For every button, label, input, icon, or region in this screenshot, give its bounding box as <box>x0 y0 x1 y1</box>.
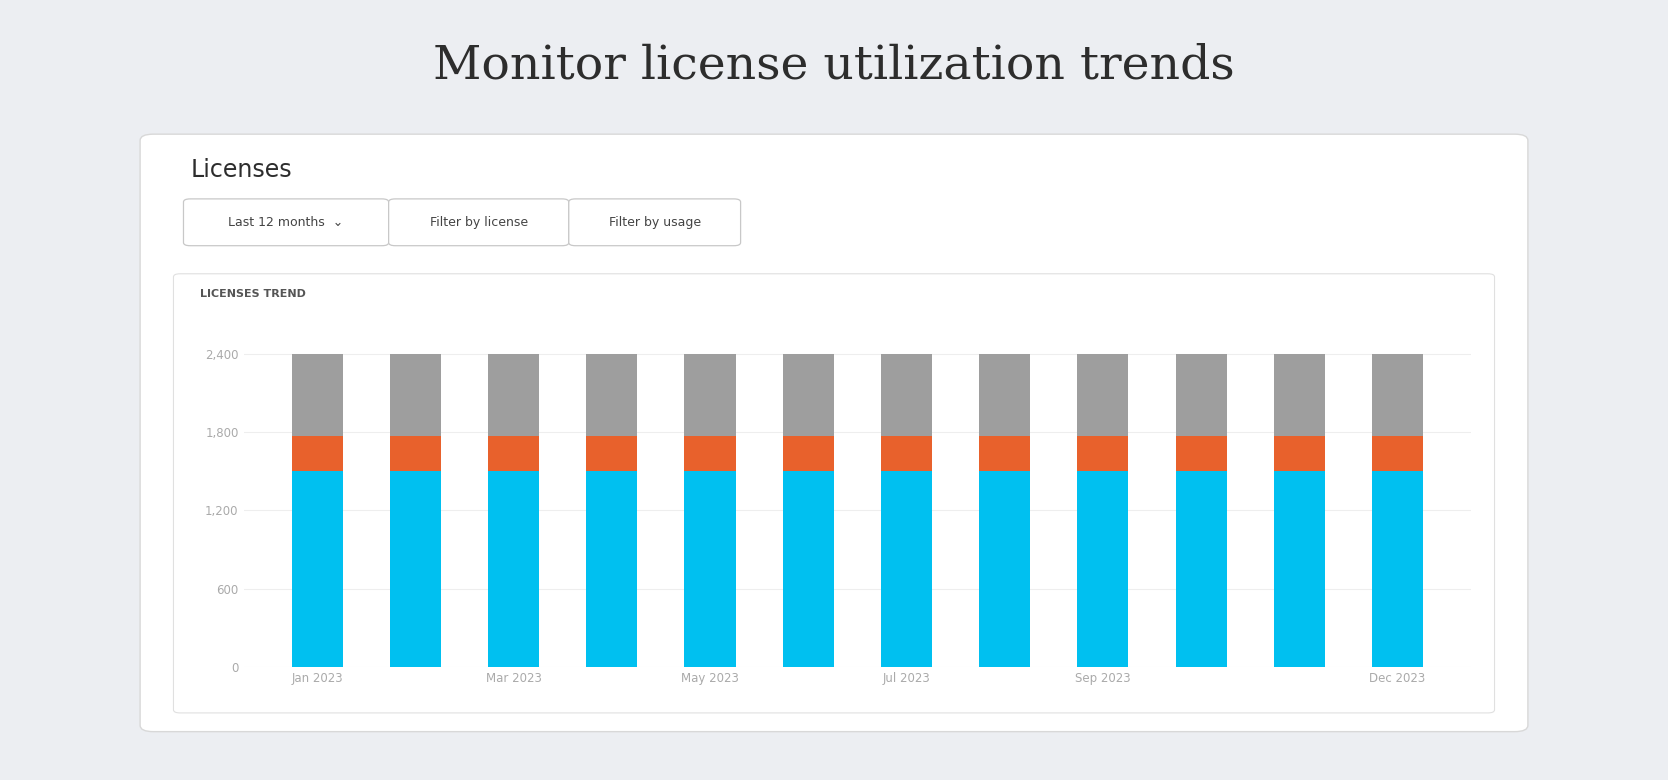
Bar <box>1373 471 1423 667</box>
Bar <box>585 436 637 471</box>
Bar <box>684 436 736 471</box>
Bar <box>684 353 736 436</box>
Bar <box>1176 436 1226 471</box>
Bar <box>489 471 539 667</box>
Text: LICENSES TREND: LICENSES TREND <box>200 289 305 299</box>
Bar <box>782 471 834 667</box>
Bar <box>1373 353 1423 436</box>
Bar <box>1274 353 1324 436</box>
Bar <box>979 436 1031 471</box>
Bar <box>782 436 834 471</box>
FancyBboxPatch shape <box>140 134 1528 732</box>
FancyBboxPatch shape <box>173 274 1495 713</box>
Bar <box>292 353 342 436</box>
Bar <box>1078 471 1129 667</box>
Bar <box>881 436 932 471</box>
Bar <box>1274 436 1324 471</box>
Text: Last 12 months  ⌄: Last 12 months ⌄ <box>229 216 344 229</box>
FancyBboxPatch shape <box>569 199 741 246</box>
Bar <box>292 436 342 471</box>
Bar <box>1373 436 1423 471</box>
FancyBboxPatch shape <box>389 199 569 246</box>
Bar <box>489 353 539 436</box>
FancyBboxPatch shape <box>183 199 389 246</box>
Bar <box>390 471 440 667</box>
Bar <box>881 471 932 667</box>
Bar <box>979 353 1031 436</box>
Bar <box>585 471 637 667</box>
Bar <box>585 353 637 436</box>
Text: Monitor license utilization trends: Monitor license utilization trends <box>434 44 1234 89</box>
Text: Licenses: Licenses <box>190 158 292 182</box>
Text: Filter by license: Filter by license <box>430 216 527 229</box>
Text: Filter by usage: Filter by usage <box>609 216 701 229</box>
Bar <box>782 353 834 436</box>
Bar <box>684 471 736 667</box>
Bar <box>390 436 440 471</box>
Bar <box>292 471 342 667</box>
Bar <box>881 353 932 436</box>
Bar <box>1078 436 1129 471</box>
Bar <box>1176 471 1226 667</box>
Bar <box>979 471 1031 667</box>
Bar <box>1176 353 1226 436</box>
Bar <box>390 353 440 436</box>
Bar <box>1078 353 1129 436</box>
Bar <box>489 436 539 471</box>
Bar <box>1274 471 1324 667</box>
